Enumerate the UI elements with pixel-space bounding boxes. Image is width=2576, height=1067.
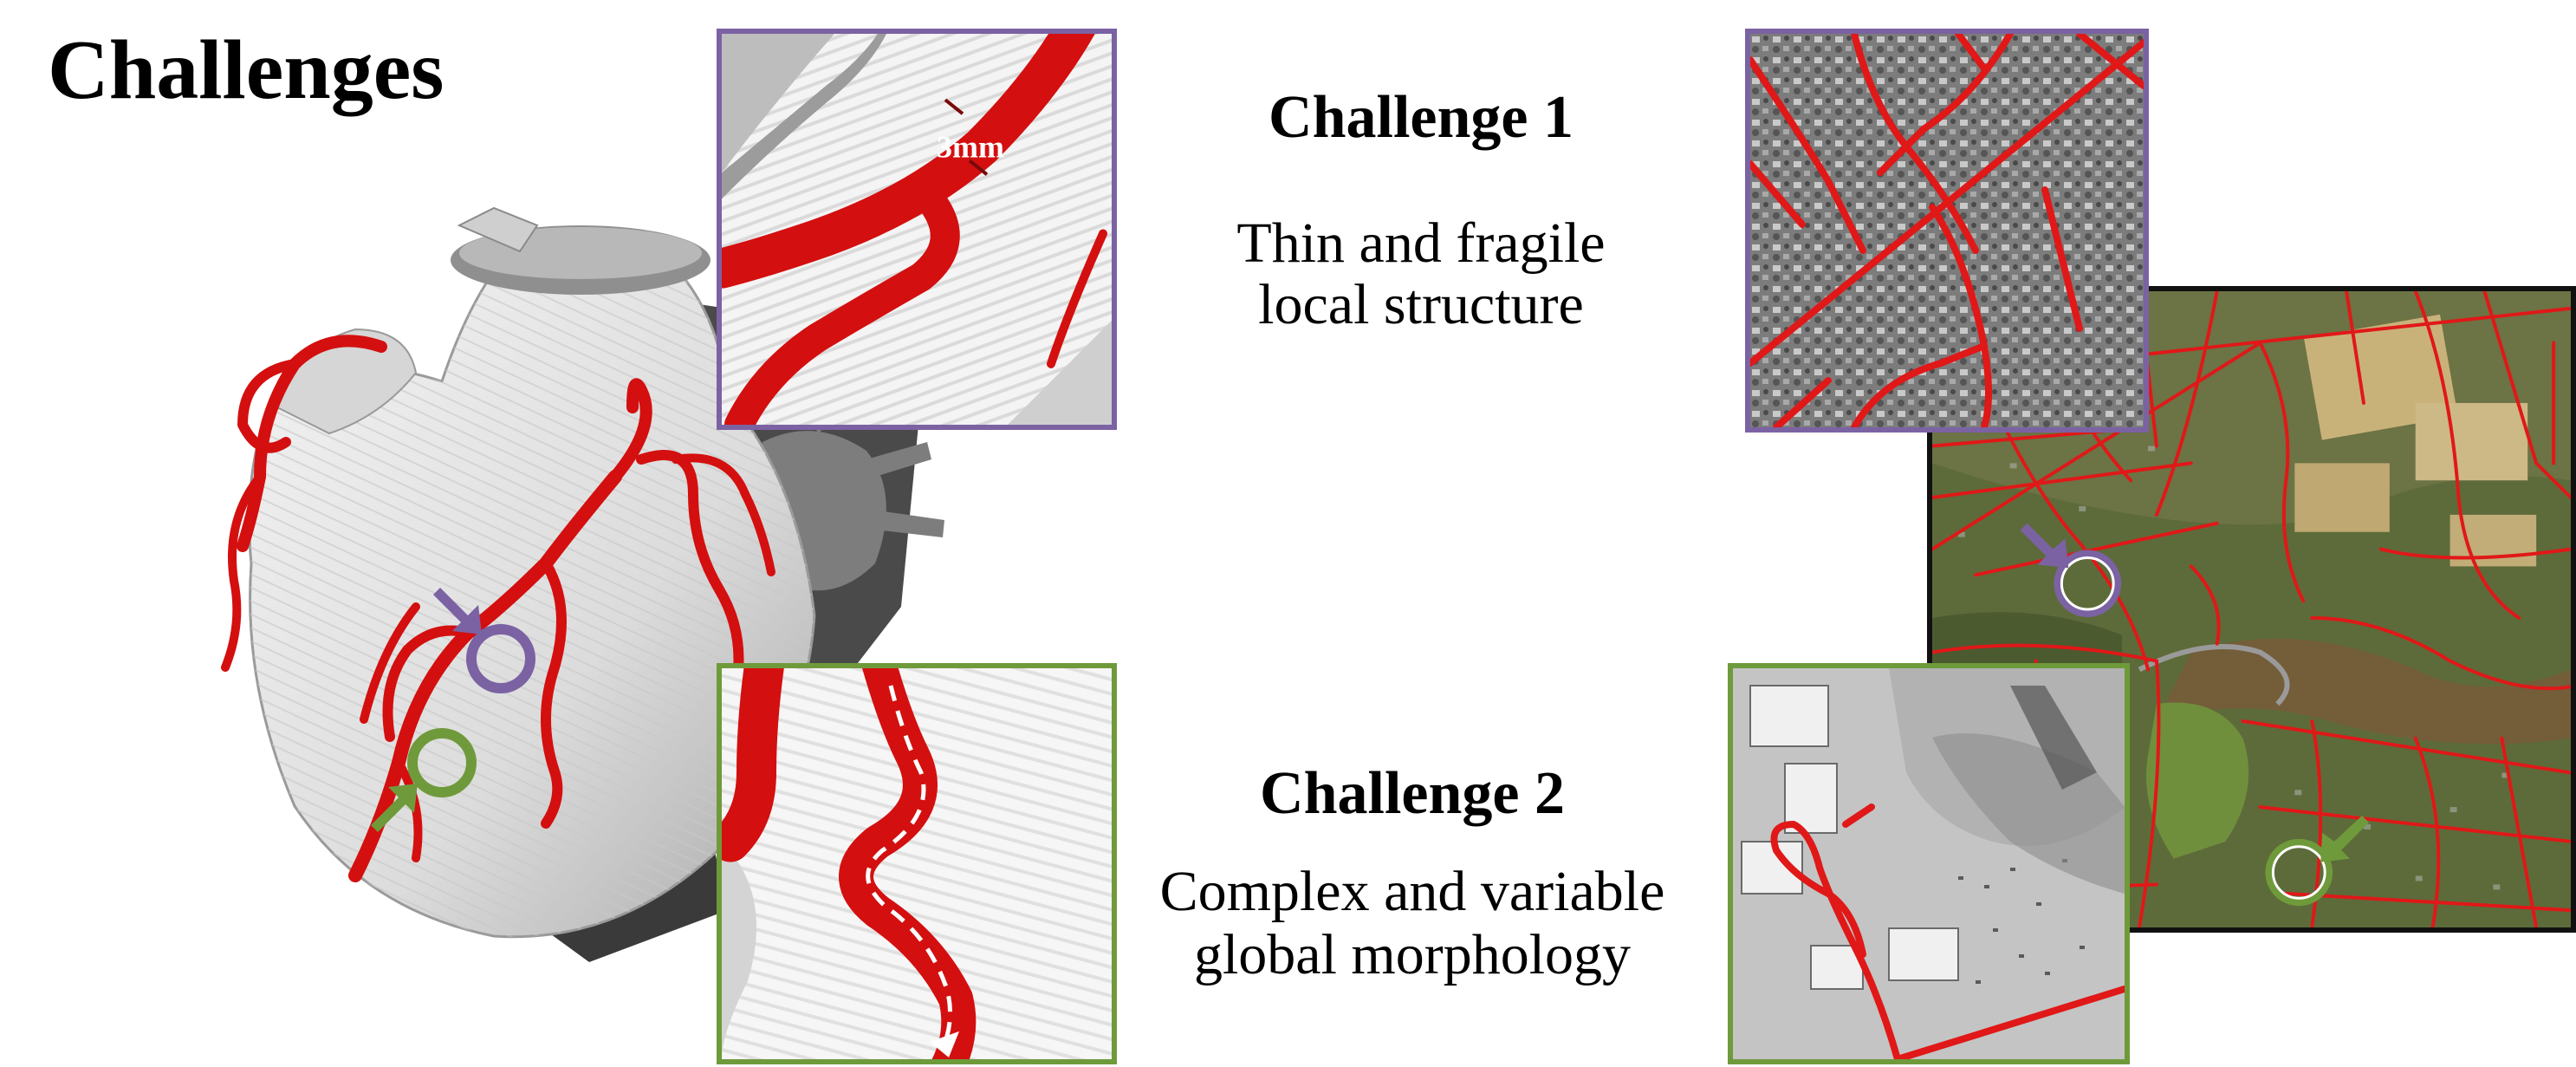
- challenge2-desc-line2: global morphology: [1193, 923, 1632, 986]
- vessel-closeup-thin: 3mm: [717, 29, 1117, 430]
- challenge2-desc-line1: Complex and variable: [1159, 860, 1665, 923]
- measurement-label: 3mm: [937, 129, 1004, 164]
- challenge1-desc-line1: Thin and fragile: [1236, 211, 1606, 275]
- challenge2-title: Challenge 2: [1260, 760, 1565, 827]
- challenge1-desc-line2: local structure: [1258, 273, 1584, 336]
- road-closeup-grid: [1745, 29, 2149, 433]
- road-closeup-loop: [1728, 663, 2130, 1064]
- heart-model-illustration: [208, 199, 988, 979]
- vessel-closeup-winding: [717, 663, 1117, 1064]
- challenge1-title: Challenge 1: [1269, 84, 1574, 151]
- page-title: Challenges: [48, 23, 444, 117]
